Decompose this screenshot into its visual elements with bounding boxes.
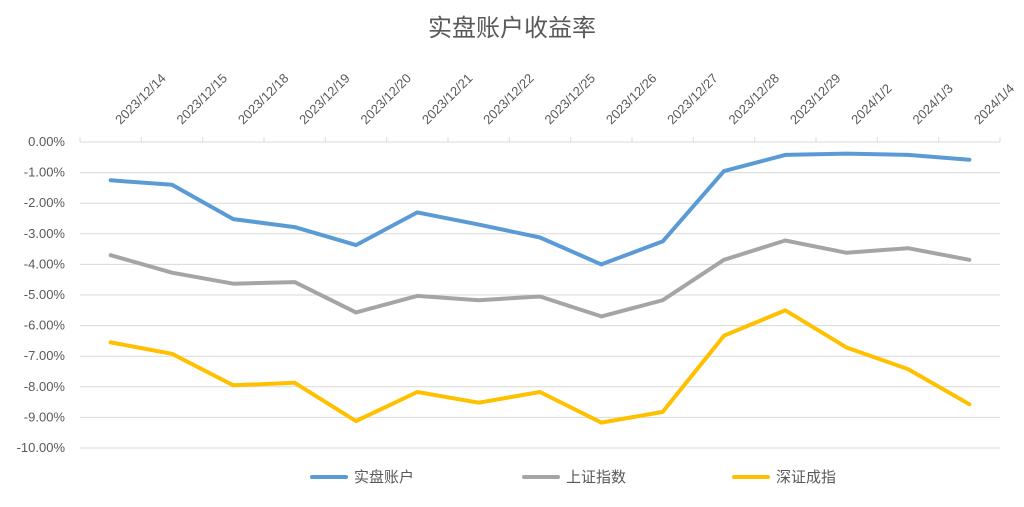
x-tick-label: 2023/12/21 xyxy=(419,70,476,127)
x-tick-label: 2023/12/20 xyxy=(358,70,415,127)
data-point xyxy=(844,345,849,350)
data-point xyxy=(722,169,726,173)
data-point xyxy=(108,178,113,183)
data-point xyxy=(170,183,174,187)
data-point xyxy=(599,262,604,267)
data-point xyxy=(170,351,174,356)
y-tick-label: 0.00% xyxy=(28,134,65,149)
y-tick-label: -1.00% xyxy=(24,165,66,180)
data-point xyxy=(906,246,910,250)
data-point xyxy=(967,258,972,262)
y-axis-ticks: 0.00% -1.00% -2.00% -3.00% -4.00% -5.00% -6.00… xyxy=(17,134,66,455)
y-tick-label: -10.00% xyxy=(17,440,66,455)
data-point xyxy=(231,217,236,221)
chart-title: 实盘账户收益率 xyxy=(428,14,596,42)
data-point xyxy=(783,238,788,243)
data-point xyxy=(599,420,604,425)
data-point xyxy=(538,294,542,299)
data-point xyxy=(415,390,420,394)
x-tick-label: 2023/12/14 xyxy=(112,70,169,127)
x-tick-label: 2023/12/29 xyxy=(787,70,844,127)
data-point xyxy=(844,151,849,156)
series-line-1 xyxy=(108,151,972,267)
data-point xyxy=(292,225,297,229)
y-tick-label: -4.00% xyxy=(24,256,66,271)
data-point xyxy=(476,298,481,303)
series-layer xyxy=(108,151,972,425)
y-tick-label: -7.00% xyxy=(24,348,66,363)
data-point xyxy=(476,400,481,405)
data-point xyxy=(660,239,665,244)
data-point xyxy=(967,157,972,162)
x-axis-ticks: 2023/12/14 2023/12/15 2023/12/18 2023/12/19… xyxy=(79,70,1017,142)
data-point xyxy=(415,210,420,215)
data-point xyxy=(722,258,726,262)
y-tick-label: -6.00% xyxy=(24,318,66,333)
x-tick-label: 2023/12/18 xyxy=(235,70,292,127)
y-tick-label: -8.00% xyxy=(24,379,66,394)
data-point xyxy=(538,235,542,240)
y-tick-label: -5.00% xyxy=(24,287,66,302)
legend: 实盘账户 上证指数 深证成指 xyxy=(310,468,836,486)
data-point xyxy=(722,333,726,338)
data-point xyxy=(660,410,665,414)
x-tick-label: 2023/12/28 xyxy=(726,70,783,127)
data-point xyxy=(170,270,174,275)
legend-label: 实盘账户 xyxy=(354,468,414,486)
data-point xyxy=(660,298,665,303)
data-point xyxy=(108,340,113,345)
data-point xyxy=(538,390,542,394)
series-line-3 xyxy=(108,308,972,425)
data-point xyxy=(783,308,788,313)
y-tick-label: -3.00% xyxy=(24,226,66,241)
y-tick-label: -9.00% xyxy=(24,409,66,424)
data-point xyxy=(906,367,910,371)
data-point xyxy=(354,310,358,315)
x-tick-label: 2023/12/19 xyxy=(296,70,353,127)
x-tick-label: 2024/1/3 xyxy=(910,81,956,127)
x-tick-label: 2024/1/4 xyxy=(971,81,1017,127)
data-point xyxy=(599,314,604,319)
x-tick-label: 2023/12/27 xyxy=(664,70,721,127)
legend-label: 深证成指 xyxy=(776,468,836,486)
data-point xyxy=(292,280,297,284)
data-point xyxy=(354,419,358,423)
data-point xyxy=(415,294,420,298)
data-point xyxy=(906,153,910,157)
data-point xyxy=(354,243,358,247)
data-point xyxy=(844,250,849,255)
x-tick-label: 2023/12/25 xyxy=(542,70,599,127)
legend-label: 上证指数 xyxy=(566,468,626,486)
data-point xyxy=(231,281,236,286)
data-point xyxy=(231,383,236,388)
x-tick-label: 2023/12/22 xyxy=(480,70,537,127)
x-tick-label: 2023/12/15 xyxy=(174,70,231,127)
series-line-2 xyxy=(108,238,972,319)
data-point xyxy=(476,222,481,227)
y-tick-label: -2.00% xyxy=(24,195,66,210)
x-tick-label: 2023/12/26 xyxy=(603,70,660,127)
data-point xyxy=(783,153,788,157)
x-tick-label: 2024/1/2 xyxy=(848,81,894,127)
data-point xyxy=(292,381,297,385)
data-point xyxy=(108,253,113,258)
data-point xyxy=(967,402,972,407)
